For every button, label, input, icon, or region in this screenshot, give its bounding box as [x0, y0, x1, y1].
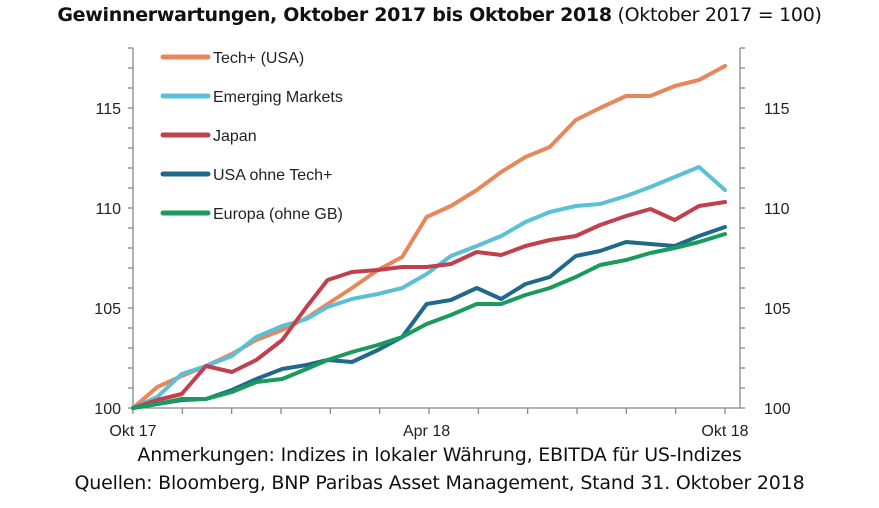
series-line-japan: [131, 200, 727, 410]
series-line-emerging-markets: [131, 165, 727, 410]
title-normal: (Oktober 2017 = 100): [617, 4, 822, 26]
legend-label: USA ohne Tech+: [213, 167, 332, 184]
x-tick-label: Okt 18: [701, 423, 748, 440]
series-line-tech-usa-: [131, 64, 727, 410]
legend-label: Emerging Markets: [213, 89, 343, 106]
series-line-europa-ohne-gb-: [131, 232, 727, 410]
series-lines: [131, 64, 727, 410]
y-tick-label-right: 110: [764, 201, 790, 218]
title-bold: Gewinnerwartungen, Oktober 2017 bis Okto…: [57, 4, 612, 26]
y-tick-label-right: 100: [764, 401, 791, 418]
legend-label: Europa (ohne GB): [213, 206, 343, 223]
legend-label: Tech+ (USA): [213, 50, 304, 67]
y-tick-label-left: 115: [95, 101, 121, 118]
x-tick-label: Apr 18: [403, 423, 450, 440]
y-tick-label-left: 110: [95, 201, 121, 218]
chart-title: Gewinnerwartungen, Oktober 2017 bis Okto…: [0, 4, 879, 26]
x-tick-label: Okt 17: [109, 423, 156, 440]
y-tick-label-right: 105: [764, 301, 791, 318]
y-tick-label-left: 100: [94, 401, 121, 418]
y-tick-label-left: 105: [94, 301, 121, 318]
note-remarks: Anmerkungen: Indizes in lokaler Währung,…: [137, 444, 742, 466]
y-tick-label-right: 115: [764, 101, 790, 118]
note-sources: Quellen: Bloomberg, BNP Paribas Asset Ma…: [74, 472, 805, 494]
axes: 100 100 105 105 110 110 115 115 Okt 17 Apr 18 Okt …: [94, 47, 791, 440]
legend: Tech+ (USA) Emerging Markets Japan USA ohne…: [160, 50, 343, 223]
legend-label: Japan: [213, 128, 257, 145]
series-line-usa-ohne-tech-: [131, 225, 727, 410]
